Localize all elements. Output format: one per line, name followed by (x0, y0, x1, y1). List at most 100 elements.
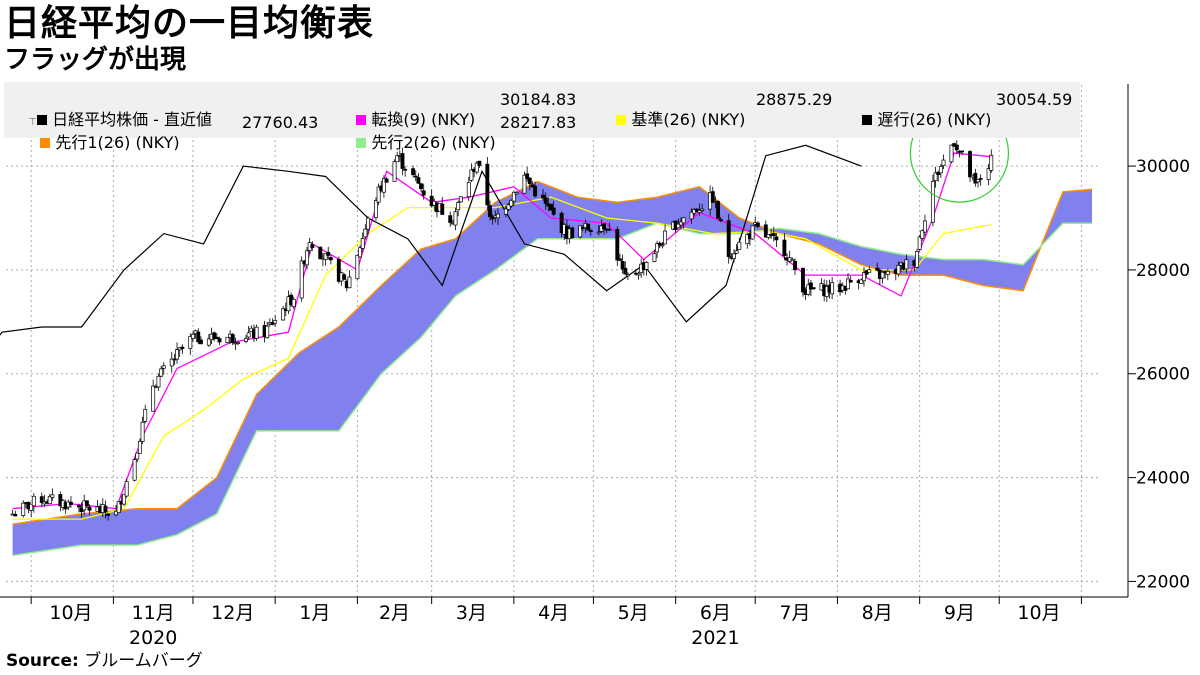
x-tick-label: 7月 (779, 602, 810, 624)
candle-body (716, 201, 721, 219)
candle-body (458, 196, 463, 203)
candle-body (230, 334, 235, 343)
candle-body (511, 191, 516, 202)
x-tick-label: 9月 (944, 602, 975, 624)
legend-label-chikou: 遅行(26) (NKY) (877, 110, 992, 129)
candle-body (403, 168, 408, 171)
candle-body (859, 279, 864, 284)
candle-body (549, 203, 553, 211)
candle-body (588, 230, 593, 233)
candle-body (236, 342, 240, 344)
candle-body (976, 179, 980, 183)
candle-body (488, 205, 492, 218)
candle-body (745, 234, 750, 245)
x-tick-label: 3月 (456, 602, 487, 624)
candle-body (527, 177, 532, 185)
candle-body (326, 251, 331, 256)
candle-body (774, 236, 779, 241)
candle-body (140, 421, 145, 442)
candle-body (270, 322, 275, 325)
candle-body (381, 178, 386, 193)
candle-body (265, 325, 270, 339)
legend-item-senkou2: 先行2(26) (NKY) (336, 113, 496, 173)
candle-body (342, 274, 347, 280)
candle-body (949, 144, 954, 163)
legend-value-senkou1: 27760.43 (242, 113, 319, 132)
candle-body (636, 273, 641, 276)
legend-item-tenkan: 転換(9) (NKY) (336, 90, 475, 150)
candle-body (58, 494, 63, 507)
kumo-area (12, 181, 1093, 556)
candle-body (413, 175, 418, 178)
candle-body (448, 215, 453, 223)
x-tick-label: 11月 (132, 602, 175, 624)
candle-body (625, 274, 630, 277)
legend-value-chikou: 30054.59 (996, 90, 1073, 109)
chikou-line (0, 144, 862, 336)
candle-body (456, 202, 461, 211)
year-label: 2021 (691, 627, 739, 649)
axes: 30000 28000 26000 24000 22000 10月 11月 12月 1月 2月 3月… (0, 84, 1190, 649)
x-tick-label: 6月 (700, 602, 731, 624)
candle-body (846, 278, 850, 290)
candle-body (790, 258, 795, 261)
candle-body (469, 169, 474, 181)
legend-swatch-senkou1 (40, 138, 51, 148)
candle-body (466, 181, 471, 198)
candle-body (196, 331, 201, 343)
candle-body (618, 258, 622, 261)
candle-body (156, 375, 161, 388)
candle-body (39, 496, 44, 503)
candle-body (336, 258, 341, 282)
candle-body (421, 190, 426, 196)
candle-body (47, 495, 52, 505)
candle-body (244, 338, 248, 342)
x-tick-label: 5月 (618, 602, 649, 624)
x-tick-label: 8月 (862, 602, 893, 624)
legend-label-price: 日経平均株価 - 直近値 (52, 110, 213, 129)
y-tick-label: 30000 (1136, 157, 1190, 177)
legend-label-senkou2: 先行2(26) (NKY) (371, 133, 496, 152)
candle-body (299, 260, 304, 299)
candle-body (496, 213, 500, 219)
candle-body (384, 178, 389, 183)
candle-body (620, 261, 625, 270)
candle-body (862, 272, 866, 282)
candle-body (366, 217, 370, 230)
legend-pin-icon: ⊤ (28, 117, 38, 128)
x-tick-label: 2月 (379, 602, 410, 624)
candle-body (132, 459, 137, 481)
candle-body (936, 171, 941, 176)
candle-body (323, 253, 328, 260)
candle-body (793, 260, 797, 271)
candle-body (106, 513, 111, 516)
candle-body (968, 151, 972, 178)
candle-body (514, 192, 519, 195)
candle-body (801, 267, 805, 293)
ichimoku-cloud (12, 180, 1093, 557)
candle-body (766, 234, 771, 238)
legend-swatch-tenkan (356, 115, 367, 125)
candle-body (400, 153, 405, 169)
candle-body (755, 222, 760, 227)
candle-body (726, 220, 731, 257)
candle-body (737, 241, 742, 250)
candle-body (180, 346, 185, 349)
candle-body (732, 253, 736, 259)
candle-body (700, 208, 705, 211)
source-note: Source: ブルームバーグ (6, 650, 203, 672)
candle-body (941, 159, 946, 167)
candle-body (159, 368, 164, 377)
candle-body (551, 207, 556, 215)
candle-body (718, 219, 723, 222)
candle-body (607, 228, 612, 231)
candle-body (217, 338, 222, 343)
candle-body (360, 238, 365, 249)
candle-body (848, 280, 853, 283)
candle-body (989, 154, 994, 171)
candle-body (188, 336, 193, 349)
legend-label-kijun: 基準(26) (NKY) (631, 110, 746, 129)
candle-body (161, 365, 166, 369)
candle-body (525, 173, 530, 180)
senkou-span-b-line (12, 222, 1092, 557)
